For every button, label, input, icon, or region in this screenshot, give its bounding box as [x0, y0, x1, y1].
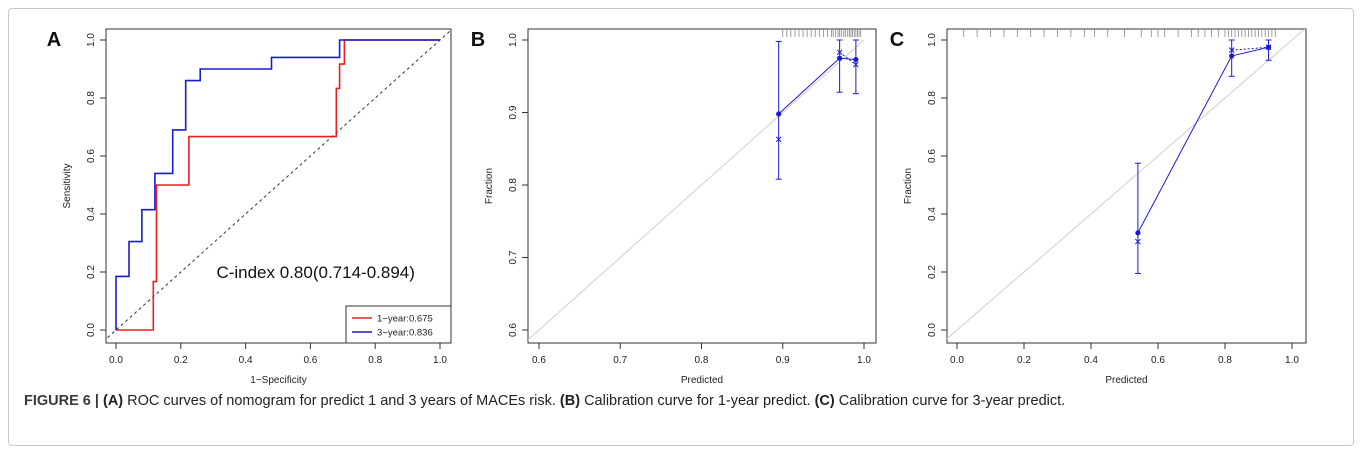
panel-a-y-tick-label: 0.8 [86, 91, 97, 105]
panel-a-x-axis-label: 1−Specificity [250, 375, 306, 386]
panel-c-x-tick-label: 0.2 [1017, 355, 1031, 366]
panel-b-y-tick-label: 0.7 [508, 250, 519, 264]
panel-a-c-index-annotation: C-index 0.80(0.714-0.894) [216, 263, 414, 282]
panel-b-x-axis-label: Predicted [681, 375, 723, 386]
panel-b-data-point [837, 55, 843, 61]
caption-tag-b: (B) [559, 393, 581, 409]
panel-a-data-layer [106, 29, 451, 340]
panel-c-data-point [1229, 53, 1235, 59]
panel-b-data-point [776, 111, 782, 117]
panel-a-y-tick-label: 0.4 [86, 207, 97, 221]
caption-label: FIGURE 6 | [24, 393, 99, 409]
panel-a-x-tick-label: 0.4 [239, 355, 253, 366]
panel-b-x-tick-label: 0.6 [532, 355, 546, 366]
panel-c-x-tick-label: 1.0 [1285, 355, 1299, 366]
panel-c-y-tick-label: 0.6 [927, 149, 938, 163]
panel-a-roc-curve-1 [116, 39, 440, 331]
panel-b-reference-diagonal [528, 39, 865, 341]
panel-b-y-tick-label: 0.8 [508, 178, 519, 192]
panel-c-y-tick-label: 0.2 [927, 265, 938, 279]
caption-tag-a: (A) [103, 393, 124, 409]
panel-b-x-tick-label: 1.0 [857, 355, 871, 366]
panel-c-x-tick-label: 0.0 [950, 355, 964, 366]
panel-c-calibration-line [1137, 46, 1269, 234]
panel-b-y-axis-label: Fraction [484, 168, 495, 204]
panel-a-y-tick-label: 0.2 [86, 265, 97, 279]
panel-c-x-tick-label: 0.6 [1151, 355, 1165, 366]
panel-c-y-tick-label: 1.0 [927, 33, 938, 47]
panel-a-plot-frame [105, 28, 452, 344]
panel-a-x-tick-label: 0.0 [109, 355, 123, 366]
panel-a-x-tick-label: 0.8 [368, 355, 382, 366]
panel-c-reference-diagonal [947, 29, 1306, 340]
panel-a-reference-diagonal [106, 29, 451, 340]
panel-b-data-point [853, 56, 859, 63]
panel-a-roc-curve-2 [115, 39, 440, 330]
panel-a-legend: 1−year:0.675 3−year:0.836 [345, 305, 452, 344]
figure-caption: FIGURE 6 | (A) ROC curves of nomogram fo… [24, 393, 1344, 409]
panel-c-x-tick-label: 0.4 [1084, 355, 1098, 366]
panel-b-letter: B [471, 29, 485, 51]
panel-c-y-axis-label: Fraction [903, 168, 914, 204]
panel-a-legend-label-1: 1−year:0.675 [377, 314, 433, 325]
panel-a-letter: A [47, 29, 61, 51]
panel-c: C 0.0 0.2 0.4 0.6 0.8 1.0 0.0 0.2 0.4 0.6 0.8 1.0 Pre… [890, 28, 1307, 386]
figure-frame [8, 8, 1354, 446]
panel-c-x-axis-label: Predicted [1105, 375, 1147, 386]
panel-c-plot-frame [946, 28, 1307, 344]
panel-a-y-axis-label: Sensitivity [62, 163, 73, 208]
panel-b-x-tick-label: 0.7 [613, 355, 627, 366]
panel-b-bias-corrected-marker [775, 136, 782, 143]
panel-c-data-point [1135, 230, 1141, 236]
panel-b-data-layer [528, 39, 865, 341]
panel-b: B 0.6 0.7 0.8 0.9 1.0 0.6 0.7 0.8 0.9 1.0 Predicted… [471, 28, 877, 386]
panel-a-x-tick-label: 0.6 [303, 355, 317, 366]
panel-a-y-tick-label: 0.6 [86, 149, 97, 163]
panel-c-letter: C [890, 29, 904, 51]
panel-b-y-tick-label: 0.9 [508, 105, 519, 119]
panel-b-y-tick-label: 0.6 [508, 323, 519, 337]
panel-a-x-tick-label: 1.0 [433, 355, 447, 366]
panel-c-bias-corrected-marker [1135, 238, 1141, 245]
panel-a-y-tick-label: 0.0 [86, 323, 97, 337]
panel-c-y-tick-label: 0.0 [927, 323, 938, 337]
panel-a-x-tick-label: 0.2 [174, 355, 188, 366]
panel-c-y-tick-label: 0.8 [927, 91, 938, 105]
panel-b-x-tick-label: 0.9 [776, 355, 790, 366]
panel-b-y-tick-label: 1.0 [508, 33, 519, 47]
panel-c-x-tick-label: 0.8 [1218, 355, 1232, 366]
caption-text-b: Calibration curve for 1-year predict. [580, 393, 815, 409]
caption-text-a: ROC curves of nomogram for predict 1 and… [123, 393, 560, 409]
panel-a-legend-label-2: 3−year:0.836 [377, 328, 433, 339]
panel-c-data-layer [947, 29, 1306, 340]
caption-tag-c: (C) [814, 393, 835, 409]
panel-b-x-tick-label: 0.8 [695, 355, 709, 366]
panel-c-y-tick-label: 0.4 [927, 207, 938, 221]
caption-text-c: Calibration curve for 3-year predict. [834, 393, 1066, 409]
panel-b-bias-corrected-line [839, 51, 857, 66]
panel-a-legend-box [345, 305, 452, 344]
panel-a-y-tick-label: 1.0 [86, 33, 97, 47]
panel-a: A 0.0 0.2 0.4 0.6 0.8 1.0 0.0 0.2 0.4 0.6 0.8 1.0 1−S… [47, 28, 452, 386]
